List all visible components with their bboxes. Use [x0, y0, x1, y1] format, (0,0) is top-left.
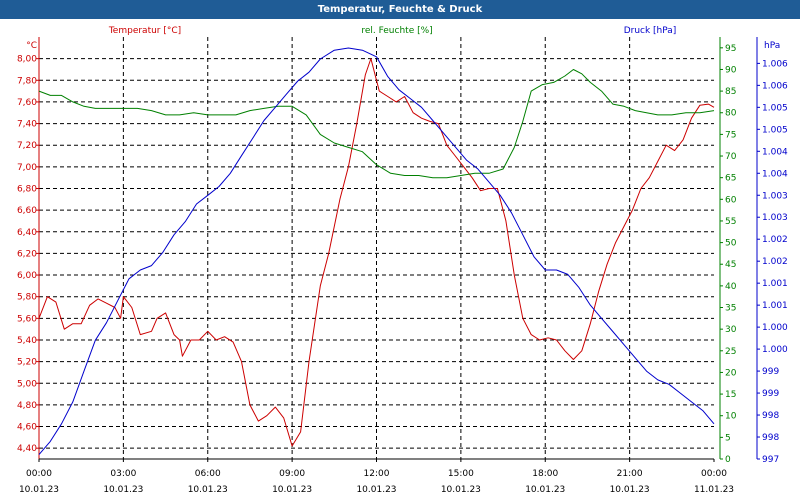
humidity-tick-label: 80 [725, 109, 737, 119]
humidity-tick-label: 90 [725, 65, 737, 75]
x-tick-date: 10.01.23 [525, 485, 565, 495]
humidity-tick-label: 40 [725, 282, 737, 292]
humidity-tick-label: 65 [725, 174, 736, 184]
pressure-tick-label: 1.005 [762, 125, 788, 135]
pressure-tick-label: 1.000 [762, 345, 788, 355]
x-tick-time: 21:00 [617, 469, 643, 479]
window-title: Temperatur, Feuchte & Druck [0, 0, 800, 19]
temperature-tick-label: 4,60 [17, 423, 37, 433]
temperature-tick-label: 4,80 [17, 401, 37, 411]
temperature-tick-label: 7,00 [17, 163, 37, 173]
humidity-tick-label: 0 [725, 455, 731, 465]
humidity-tick-label: 20 [725, 368, 737, 378]
pressure-tick-label: 1.003 [762, 213, 788, 223]
temperature-tick-label: 5,80 [17, 293, 37, 303]
x-tick-time: 18:00 [532, 469, 558, 479]
x-tick-date: 11.01.23 [694, 485, 734, 495]
axes [36, 37, 760, 462]
x-tick-time: 00:00 [701, 469, 727, 479]
x-tick-time: 00:00 [26, 469, 52, 479]
pressure-tick-label: 999 [762, 367, 779, 377]
humidity-tick-label: 30 [725, 325, 737, 335]
humidity-tick-label: 5 [725, 433, 731, 443]
humidity-tick-label: 70 [725, 152, 737, 162]
series-line-humidity [38, 69, 715, 179]
temperature-tick-label: 5,40 [17, 336, 37, 346]
axis-labels: 4,40 4,60 4,80 5,00 5,20 5,40 5,60 5,80 6,00 6,20… [17, 26, 788, 495]
temperature-tick-label: 7,20 [17, 141, 37, 151]
x-tick-date: 10.01.23 [441, 485, 481, 495]
pressure-tick-label: 1.002 [762, 235, 788, 245]
pressure-tick-label: 1.003 [762, 191, 788, 201]
humidity-tick-label: 60 [725, 195, 737, 205]
series-line-pressure [38, 47, 715, 455]
temperature-tick-label: 8,00 [17, 55, 37, 65]
humidity-tick-label: 95 [725, 44, 736, 54]
pressure-tick-label: 1.004 [762, 169, 788, 179]
temperature-tick-label: 6,60 [17, 206, 37, 216]
humidity-tick-label: 15 [725, 390, 736, 400]
humidity-tick-label: 85 [725, 87, 736, 97]
humidity-tick-label: 50 [725, 239, 737, 249]
x-tick-time: 15:00 [448, 469, 474, 479]
temperature-tick-label: 5,20 [17, 358, 37, 368]
temperature-tick-label: 6,20 [17, 249, 37, 259]
temperature-unit: °C [26, 41, 37, 51]
pressure-unit: hPa [764, 41, 780, 51]
pressure-tick-label: 998 [762, 411, 779, 421]
x-tick-time: 06:00 [195, 469, 221, 479]
pressure-tick-label: 1.004 [762, 147, 788, 157]
pressure-tick-label: 1.002 [762, 257, 788, 267]
temperature-tick-label: 6,00 [17, 271, 37, 281]
pressure-tick-label: 1.000 [762, 323, 788, 333]
x-tick-date: 10.01.23 [19, 485, 59, 495]
temperature-tick-label: 7,60 [17, 98, 37, 108]
humidity-tick-label: 75 [725, 130, 736, 140]
x-tick-time: 03:00 [110, 469, 136, 479]
temperature-tick-label: 5,00 [17, 379, 37, 389]
pressure-tick-label: 997 [762, 455, 779, 465]
pressure-tick-label: 1.006 [762, 59, 788, 69]
humidity-tick-label: 10 [725, 412, 737, 422]
series-lines [38, 47, 715, 455]
temperature-tick-label: 7,40 [17, 120, 37, 130]
temperature-tick-label: 7,80 [17, 76, 37, 86]
pressure-tick-label: 998 [762, 433, 779, 443]
legend-pressure: Druck [hPa] [624, 26, 677, 36]
temperature-tick-label: 6,40 [17, 228, 37, 238]
temperature-tick-label: 6,80 [17, 184, 37, 194]
humidity-tick-label: 55 [725, 217, 736, 227]
x-tick-date: 10.01.23 [188, 485, 228, 495]
humidity-tick-label: 35 [725, 304, 736, 314]
humidity-tick-label: 45 [725, 260, 736, 270]
x-tick-date: 10.01.23 [610, 485, 650, 495]
pressure-tick-label: 1.001 [762, 301, 788, 311]
temperature-tick-label: 4,40 [17, 444, 37, 454]
series-line-temperature [38, 58, 715, 447]
legend-humidity: rel. Feuchte [%] [361, 26, 432, 36]
pressure-tick-label: 1.006 [762, 81, 788, 91]
legend-temperature: Temperatur [°C] [108, 26, 181, 36]
x-tick-date: 10.01.23 [272, 485, 312, 495]
x-tick-date: 10.01.23 [103, 485, 143, 495]
x-tick-time: 12:00 [364, 469, 390, 479]
pressure-tick-label: 1.005 [762, 103, 788, 113]
humidity-tick-label: 25 [725, 347, 736, 357]
pressure-tick-label: 1.001 [762, 279, 788, 289]
pressure-tick-label: 999 [762, 389, 779, 399]
x-tick-time: 09:00 [279, 469, 305, 479]
grid [39, 37, 714, 459]
x-tick-date: 10.01.23 [356, 485, 396, 495]
temperature-tick-label: 5,60 [17, 314, 37, 324]
